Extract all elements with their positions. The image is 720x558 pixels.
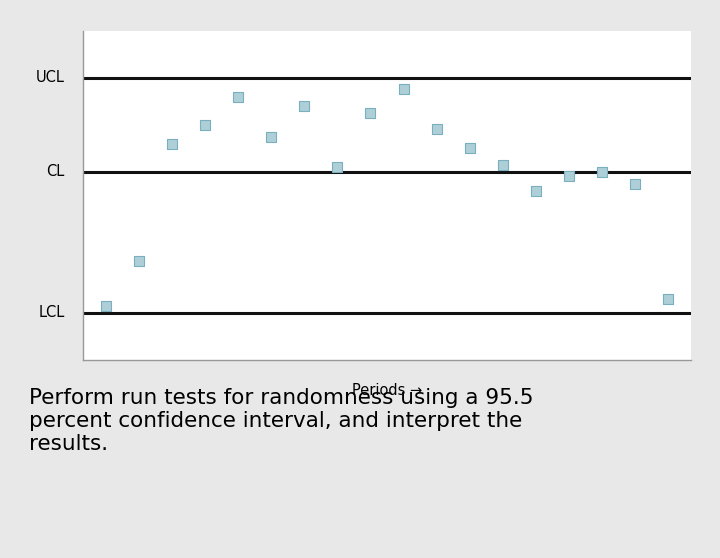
Point [397, 85, 409, 94]
Text: Periods →: Periods → [352, 383, 422, 398]
Point [332, 162, 343, 171]
Point [563, 172, 575, 181]
Point [133, 257, 145, 266]
Point [662, 294, 674, 303]
Point [233, 92, 244, 101]
Point [299, 102, 310, 110]
Point [464, 144, 475, 153]
Text: Perform run tests for randomness using a 95.5
percent confidence interval, and i: Perform run tests for randomness using a… [29, 388, 534, 454]
Text: CL: CL [46, 164, 65, 179]
Point [266, 132, 277, 141]
Point [100, 301, 112, 310]
Point [166, 139, 178, 148]
Point [530, 186, 541, 195]
Text: UCL: UCL [36, 70, 65, 85]
Point [431, 125, 442, 134]
Point [596, 167, 608, 176]
Point [629, 179, 641, 188]
Point [199, 121, 211, 129]
Point [497, 160, 508, 169]
Point [365, 109, 377, 118]
Text: LCL: LCL [38, 305, 65, 320]
